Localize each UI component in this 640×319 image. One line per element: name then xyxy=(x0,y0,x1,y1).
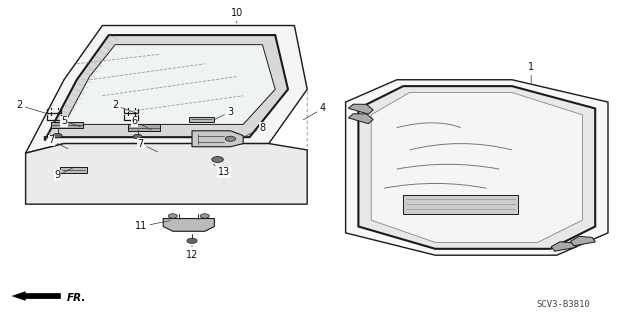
Circle shape xyxy=(225,136,236,141)
Bar xyxy=(403,195,518,214)
Text: 5: 5 xyxy=(61,116,81,127)
Polygon shape xyxy=(26,144,307,204)
Polygon shape xyxy=(26,26,307,153)
Text: 12: 12 xyxy=(186,246,198,260)
Text: FR.: FR. xyxy=(67,293,86,303)
Polygon shape xyxy=(128,124,160,131)
Text: 2: 2 xyxy=(16,100,49,114)
Circle shape xyxy=(212,157,223,162)
Circle shape xyxy=(187,238,197,243)
Text: 4: 4 xyxy=(303,103,326,120)
Text: 7: 7 xyxy=(48,135,68,149)
Circle shape xyxy=(53,133,62,138)
Text: 8: 8 xyxy=(246,122,266,136)
Circle shape xyxy=(200,214,209,218)
Text: 7: 7 xyxy=(138,138,157,152)
Polygon shape xyxy=(60,167,87,173)
Polygon shape xyxy=(551,242,576,251)
Text: 10: 10 xyxy=(230,8,243,23)
Circle shape xyxy=(168,214,177,218)
Polygon shape xyxy=(371,93,582,242)
Text: 2: 2 xyxy=(112,100,138,114)
FancyArrow shape xyxy=(12,291,61,301)
Text: 3: 3 xyxy=(214,107,234,120)
Polygon shape xyxy=(348,114,373,124)
Polygon shape xyxy=(51,122,83,128)
Polygon shape xyxy=(348,104,373,114)
Polygon shape xyxy=(192,131,243,147)
Text: 11: 11 xyxy=(134,221,170,232)
Polygon shape xyxy=(45,35,288,140)
Text: 1: 1 xyxy=(528,62,534,83)
Polygon shape xyxy=(64,45,275,124)
Circle shape xyxy=(133,134,142,139)
Polygon shape xyxy=(26,26,307,204)
Text: 6: 6 xyxy=(131,116,151,130)
Polygon shape xyxy=(163,219,214,231)
Polygon shape xyxy=(358,86,595,249)
Text: 13: 13 xyxy=(213,164,230,177)
Polygon shape xyxy=(346,80,608,255)
Text: SCV3-B3810: SCV3-B3810 xyxy=(536,300,590,309)
Polygon shape xyxy=(189,117,214,122)
Text: 9: 9 xyxy=(54,167,74,181)
Polygon shape xyxy=(570,236,595,246)
